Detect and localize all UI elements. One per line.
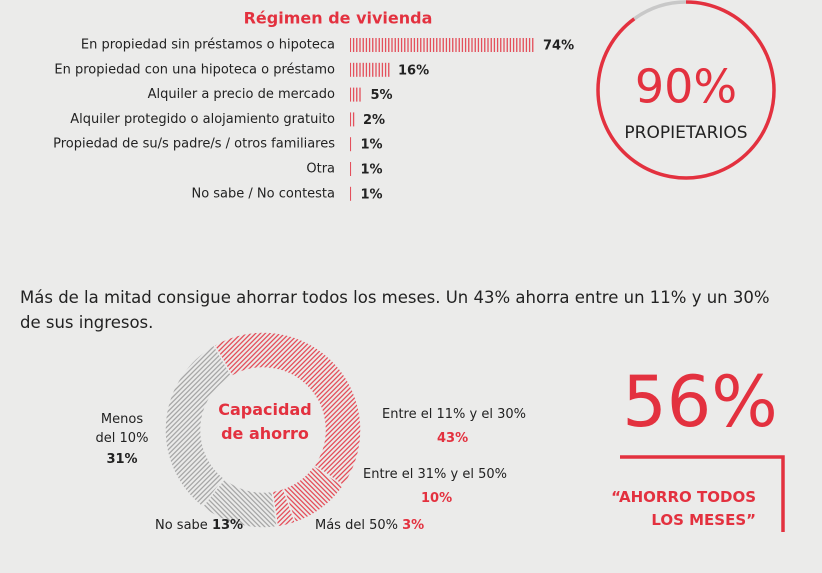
bar <box>350 87 363 102</box>
bar-label: En propiedad sin préstamos o hipoteca <box>81 38 335 53</box>
bar-value: 1% <box>361 187 383 202</box>
bar-value: 16% <box>398 63 429 78</box>
donut-label: Más del 50% <box>315 518 398 533</box>
stat-caption: PROPIETARIOS <box>624 123 747 143</box>
donut-value: 43% <box>437 431 469 446</box>
donut-value: 3% <box>402 518 425 533</box>
ring-value <box>596 0 776 180</box>
ring-rest <box>633 0 687 21</box>
bar-label: Otra <box>306 162 335 177</box>
bar <box>350 137 353 152</box>
donut-label: Entre el 11% y el 30% <box>382 407 526 422</box>
donut-segment <box>212 331 362 487</box>
donut-title: Capacidad de ahorro <box>218 400 312 443</box>
donut-label: Menos del 10% <box>95 412 149 446</box>
bar <box>350 186 353 201</box>
stat-caption: “AHORRO TODOS LOS MESES” <box>611 488 756 529</box>
donut-label: No sabe <box>155 518 208 533</box>
paragraph: Más de la mitad consigue ahorrar todos l… <box>20 288 770 332</box>
stat-frame <box>620 455 785 532</box>
bar-value: 2% <box>363 113 385 128</box>
bar <box>350 112 355 127</box>
stat-value: 90% <box>635 60 737 114</box>
stat-value: 56% <box>622 361 778 443</box>
donut-label-group: No sabe 13% <box>155 518 243 533</box>
bar-value: 1% <box>361 138 383 153</box>
bar <box>350 162 353 176</box>
bar-value: 1% <box>361 163 383 178</box>
bar-value: 5% <box>371 88 393 103</box>
bar-title: Régimen de vivienda <box>244 9 433 28</box>
donut-label-group: Más del 50% 3% <box>315 518 424 533</box>
donut-value: 10% <box>421 491 453 506</box>
donut-segment <box>164 344 234 508</box>
donut-value: 31% <box>106 452 138 467</box>
bar <box>350 38 535 52</box>
bar-label: Alquiler protegido o alojamiento gratuit… <box>70 112 335 127</box>
bar-label: No sabe / No contesta <box>191 186 335 201</box>
bar-label: Alquiler a precio de mercado <box>148 87 335 102</box>
bar <box>350 62 390 77</box>
donut-label: Entre el 31% y el 50% <box>363 467 507 482</box>
bar-label: En propiedad con una hipoteca o préstamo <box>54 62 335 77</box>
bar-value: 74% <box>543 39 574 54</box>
bar-label: Propiedad de su/s padre/s / otros famili… <box>53 137 335 152</box>
donut-value: 13% <box>211 518 244 533</box>
